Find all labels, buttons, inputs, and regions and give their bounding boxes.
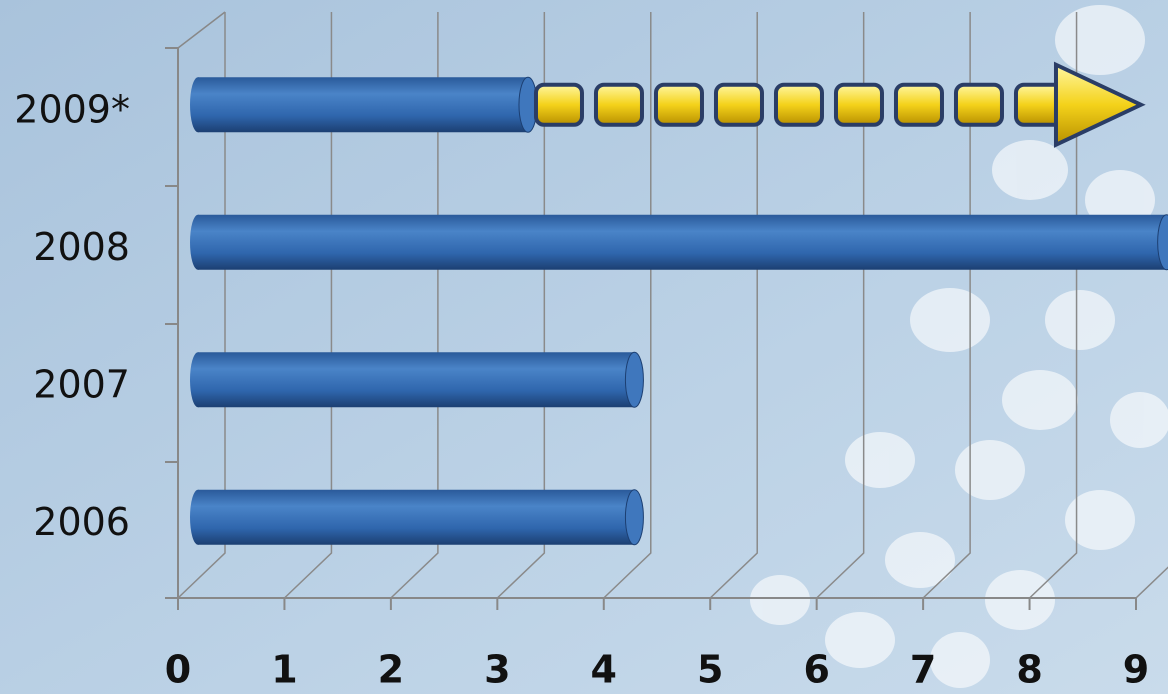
grid-line: [816, 12, 865, 599]
arrow-block: [953, 82, 1004, 127]
arrow-block: [893, 82, 944, 127]
bar: [190, 214, 1168, 271]
bar: [190, 76, 538, 133]
y-axis-ticks: [165, 47, 178, 599]
bar: [190, 489, 644, 546]
grid-line: [1135, 566, 1168, 599]
bar-body: [198, 489, 635, 545]
grid-line: [177, 12, 226, 599]
y-tick-label: 2006: [33, 500, 130, 544]
arrow-block: [773, 82, 824, 127]
grid-line: [496, 12, 546, 599]
bar-end-cap: [1157, 214, 1168, 271]
grid-line: [922, 12, 971, 599]
grid-line: [603, 12, 652, 599]
bar-start-cap: [190, 214, 206, 270]
arrow-block: [533, 82, 584, 127]
x-tick-label: 2: [378, 648, 404, 692]
x-tick-label: 5: [697, 648, 723, 692]
y-tick-label: 2009*: [14, 87, 130, 131]
arrow-head: [1053, 61, 1146, 148]
bar-start-cap: [190, 77, 206, 133]
x-tick-label: 4: [591, 648, 617, 692]
y-tick-label: 2007: [33, 362, 130, 406]
arrow-block: [653, 82, 704, 127]
bar-body: [198, 214, 1167, 270]
arrow-block: [833, 82, 884, 127]
x-tick-label: 7: [910, 648, 936, 692]
bar: [190, 351, 644, 408]
bar-body: [198, 77, 528, 133]
grid-line: [283, 12, 333, 599]
x-tick-label: 6: [803, 648, 829, 692]
x-tick-label: 1: [271, 648, 297, 692]
grid-line: [1029, 12, 1078, 599]
bar-end-cap: [624, 489, 644, 546]
bar-start-cap: [190, 489, 206, 545]
grid-line: [390, 12, 439, 599]
bar-end-cap: [624, 351, 644, 408]
x-tick-label: 9: [1123, 648, 1149, 692]
axis-edge: [177, 11, 226, 49]
forecast-arrow: [533, 61, 1146, 148]
decor-dots: [750, 5, 1168, 688]
x-tick-label: 0: [165, 648, 191, 692]
x-tick-label: 3: [484, 648, 510, 692]
arrow-block: [713, 82, 764, 127]
arrow-block: [593, 82, 644, 127]
x-tick-label: 8: [1016, 648, 1042, 692]
y-tick-label: 2008: [33, 225, 130, 269]
bar-start-cap: [190, 352, 206, 408]
bar-body: [198, 352, 635, 408]
grid-line: [709, 12, 758, 599]
